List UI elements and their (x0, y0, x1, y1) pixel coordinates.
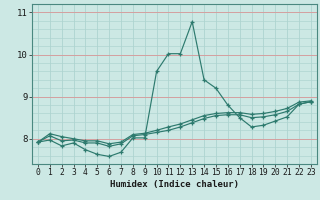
X-axis label: Humidex (Indice chaleur): Humidex (Indice chaleur) (110, 180, 239, 189)
